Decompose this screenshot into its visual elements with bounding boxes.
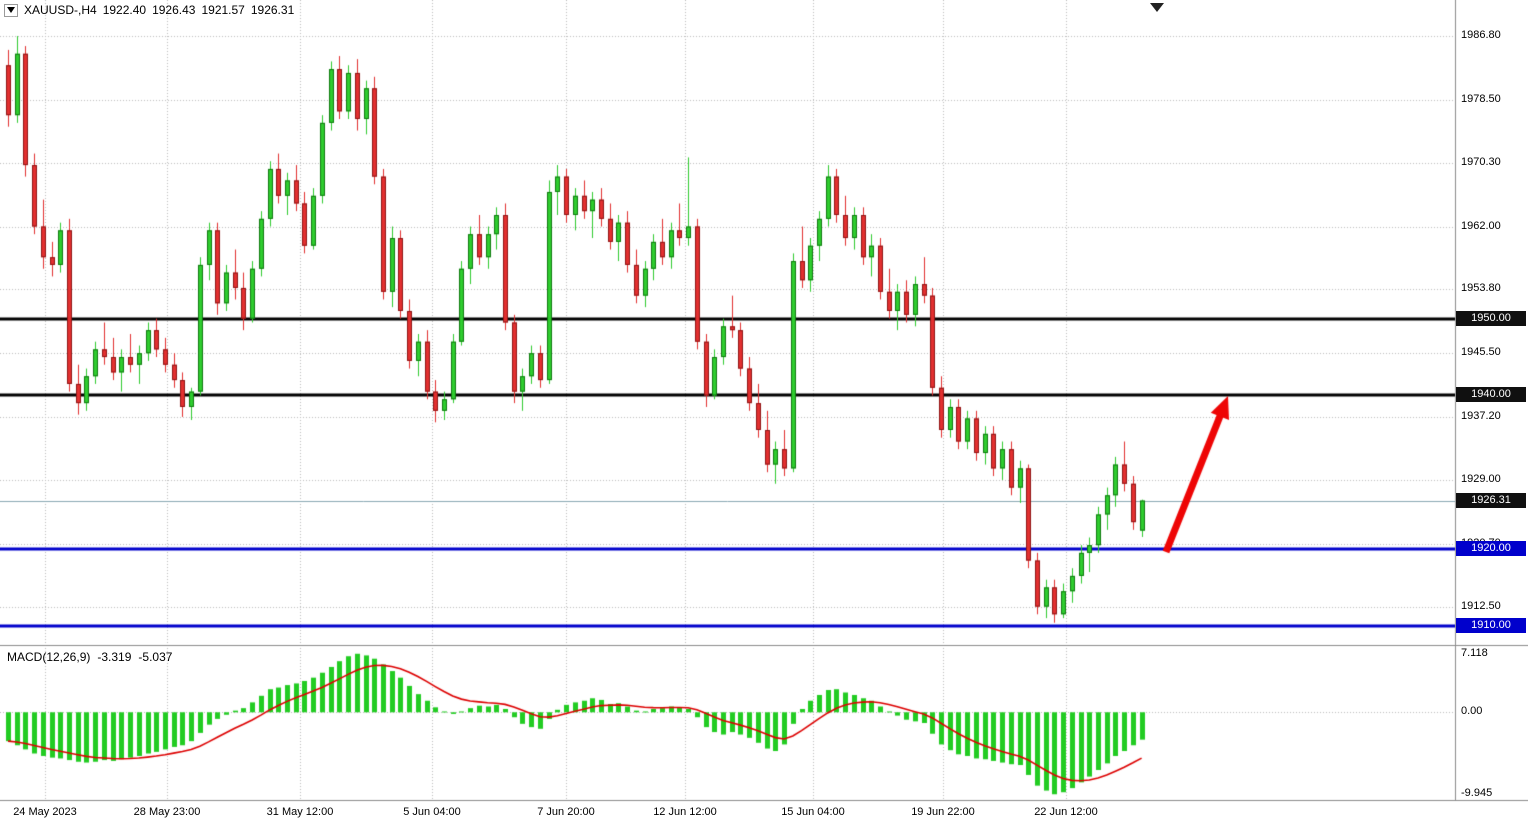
price-tick-label: 1970.30 xyxy=(1461,156,1501,168)
time-tick-label: 12 Jun 12:00 xyxy=(653,806,717,818)
time-tick-label: 31 May 12:00 xyxy=(266,806,334,818)
time-tick-label: 7 Jun 20:00 xyxy=(537,806,595,818)
macd-indicator-label: MACD(12,26,9) -3.319 -5.037 xyxy=(7,650,172,664)
price-tick-label: 1912.50 xyxy=(1461,600,1501,612)
price-tick-label: 1945.50 xyxy=(1461,346,1501,358)
time-tick-label: 28 May 23:00 xyxy=(133,806,201,818)
price-level-badge: 1920.00 xyxy=(1456,541,1526,556)
chart-shift-marker[interactable] xyxy=(1150,3,1164,12)
close-value: 1926.31 xyxy=(250,3,295,17)
low-value: 1921.57 xyxy=(201,3,245,17)
price-level-badge: 1950.00 xyxy=(1456,311,1526,326)
high-value: 1926.43 xyxy=(152,3,196,17)
price-tick-label: 1929.00 xyxy=(1461,473,1501,485)
symbol-ohlc-readout: XAUUSD-,H4 1922.40 1926.43 1921.57 1926.… xyxy=(4,3,294,17)
indicator-tick-label: 7.118 xyxy=(1461,647,1488,659)
macd-value: -3.319 xyxy=(97,650,132,664)
symbol-timeframe-label: XAUUSD-,H4 xyxy=(24,3,97,17)
price-tick-label: 1978.50 xyxy=(1461,93,1501,105)
time-tick-label: 5 Jun 04:00 xyxy=(403,806,461,818)
current-price-badge: 1926.31 xyxy=(1456,493,1526,508)
price-level-badge: 1910.00 xyxy=(1456,618,1526,633)
macd-name: MACD(12,26,9) xyxy=(7,650,91,664)
symbol-dropdown-icon[interactable] xyxy=(4,3,18,17)
price-level-badge: 1940.00 xyxy=(1456,387,1526,402)
price-tick-label: 1962.00 xyxy=(1461,220,1501,232)
time-tick-label: 24 May 2023 xyxy=(13,806,77,818)
price-tick-label: 1953.80 xyxy=(1461,282,1501,294)
price-tick-label: 1937.20 xyxy=(1461,410,1501,422)
time-tick-label: 19 Jun 22:00 xyxy=(911,806,975,818)
indicator-tick-label: -9.945 xyxy=(1461,787,1493,799)
price-tick-label: 1986.80 xyxy=(1461,29,1501,41)
time-tick-label: 15 Jun 04:00 xyxy=(781,806,845,818)
open-value: 1922.40 xyxy=(102,3,147,17)
triangle-down-icon xyxy=(7,7,15,13)
macd-signal-value: -5.037 xyxy=(138,650,173,664)
indicator-tick-label: 0.00 xyxy=(1461,705,1483,717)
time-tick-label: 22 Jun 12:00 xyxy=(1034,806,1098,818)
